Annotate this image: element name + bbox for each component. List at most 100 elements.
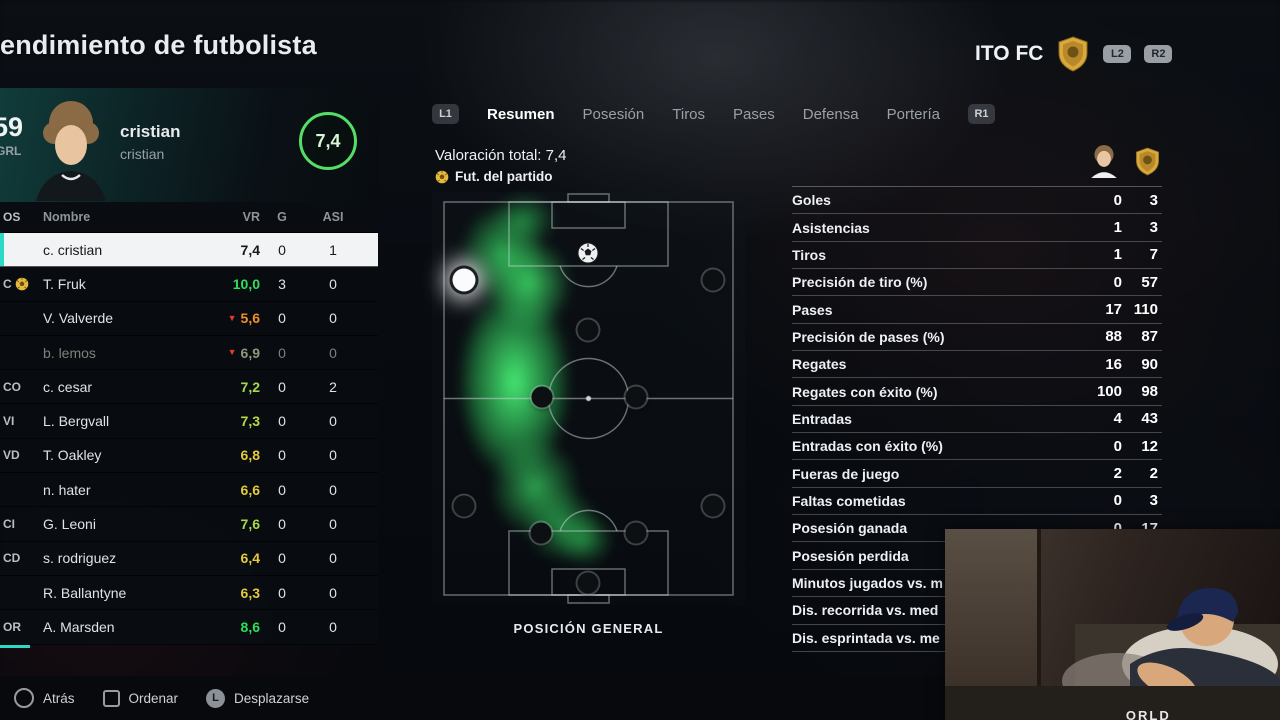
tab-resumen[interactable]: Resumen [487, 105, 555, 123]
assists-cell: 0 [329, 344, 337, 361]
player-dot[interactable] [531, 386, 553, 408]
l1-button[interactable]: L1 [432, 104, 459, 124]
stats-header [792, 140, 1162, 187]
player-card: 59 GRL cristian cristian 7,4 [0, 88, 378, 202]
tab-tiros[interactable]: Tiros [672, 105, 706, 123]
vr-cell: 10,0 [232, 275, 260, 292]
stat-team-value: 98 [1141, 383, 1158, 401]
goals-cell: 0 [278, 550, 286, 567]
stat-label: Dis. esprintada vs. me [792, 629, 940, 646]
stat-row: Entradas 4 43 [792, 406, 1162, 434]
tab-pases[interactable]: Pases [733, 105, 775, 123]
table-row[interactable]: b. lemos ▼ 6,9 0 0 [0, 335, 378, 371]
pitch-caption: POSICIÓN GENERAL [513, 621, 664, 636]
pitch-lines [443, 193, 734, 604]
player-dot[interactable] [625, 522, 647, 544]
roster-header-row: OS Nombre VR G ASI [0, 202, 378, 233]
goals-cell: 0 [278, 413, 286, 430]
name-cell: c. cesar [43, 378, 93, 395]
stat-label: Regates con éxito (%) [792, 383, 938, 400]
stat-team-value: 12 [1141, 437, 1158, 455]
table-row[interactable]: CO c. cesar 7,2 0 2 [0, 370, 378, 405]
player-dot-goalkeeper[interactable] [577, 572, 599, 594]
back-hint[interactable]: Atrás [14, 688, 75, 708]
team-header: ITO FC L2 R2 [975, 36, 1173, 72]
name-cell: T. Oakley [43, 447, 102, 464]
table-row[interactable]: C T. Fruk 10,0 3 0 [0, 267, 378, 302]
stat-team-value: 2 [1149, 465, 1158, 483]
table-row[interactable]: n. hater 6,6 0 0 [0, 473, 378, 508]
overall-rating: 59 [0, 112, 24, 142]
header-g: G [277, 210, 287, 224]
name-cell: A. Marsden [43, 618, 115, 635]
stat-team-value: 87 [1141, 328, 1158, 346]
subbed-off-icon: ▼ [227, 312, 237, 323]
stat-team-value: 57 [1141, 273, 1158, 291]
table-row[interactable]: V. Valverde ▼ 5,6 0 0 [0, 301, 378, 336]
stat-row: Fueras de juego 2 2 [792, 460, 1162, 488]
player-dot[interactable] [577, 319, 599, 341]
sort-hint[interactable]: Ordenar [102, 689, 178, 707]
table-row[interactable]: VD T. Oakley 6,8 0 0 [0, 438, 378, 474]
r2-button[interactable]: R2 [1144, 45, 1173, 63]
table-row[interactable]: CD s. rodriguez 6,4 0 0 [0, 541, 378, 576]
tab-posesion[interactable]: Posesión [582, 105, 645, 123]
vr-cell: 7,3 [240, 413, 260, 430]
vr-cell: 6,6 [240, 481, 260, 498]
stat-label: Pases [792, 301, 833, 318]
table-row[interactable]: VI L. Bergvall 7,3 0 0 [0, 404, 378, 439]
assists-cell: 0 [329, 584, 337, 601]
table-row[interactable]: R. Ballantyne 6,3 0 0 [0, 575, 378, 611]
table-row[interactable]: CI G. Leoni 7,6 0 0 [0, 507, 378, 542]
player-dot-selected[interactable] [452, 268, 476, 292]
assists-cell: 0 [329, 447, 337, 464]
stat-player-value: 0 [1113, 437, 1122, 455]
name-cell: L. Bergvall [43, 413, 110, 430]
player-dot[interactable] [625, 386, 647, 408]
assists-cell: 2 [329, 378, 337, 395]
header-vr: VR [242, 210, 260, 224]
tab-porteria[interactable]: Portería [886, 105, 940, 123]
tab-defensa[interactable]: Defensa [802, 105, 859, 123]
vr-cell: 8,6 [240, 618, 260, 635]
stat-team-value: 90 [1141, 355, 1158, 373]
stat-player-value: 4 [1113, 410, 1122, 428]
r1-button[interactable]: R1 [967, 104, 995, 124]
stat-player-value: 100 [1096, 383, 1122, 401]
vr-cell: 7,4 [240, 241, 260, 258]
player-dot[interactable] [702, 495, 724, 517]
stat-row: Goles 0 3 [792, 187, 1162, 215]
goals-cell: 3 [278, 275, 286, 292]
table-row-selected[interactable]: c. cristian 7,4 0 1 [0, 233, 378, 268]
square-button-icon [102, 689, 120, 707]
player-first-name: cristian [120, 122, 181, 141]
stat-row: Regates con éxito (%) 100 98 [792, 378, 1162, 406]
webcam-overlay: ORLD [945, 529, 1280, 720]
stat-label: Faltas cometidas [792, 492, 906, 509]
stat-row: Regates 16 90 [792, 351, 1162, 379]
name-cell: T. Fruk [43, 275, 86, 292]
match-rating-ring: 7,4 [299, 112, 357, 170]
stat-label: Posesión ganada [792, 520, 908, 537]
player-dot[interactable] [453, 495, 475, 517]
team-badge-icon [1058, 36, 1088, 72]
header-pos: OS [3, 210, 21, 224]
assists-cell: 0 [329, 275, 337, 292]
goals-cell: 0 [278, 481, 286, 498]
stat-label: Entradas con éxito (%) [792, 438, 943, 455]
scroll-hint[interactable]: L Desplazarse [206, 688, 309, 708]
pos-cell: CO [3, 379, 21, 394]
player-dot-motm[interactable] [577, 242, 599, 264]
l2-button[interactable]: L2 [1103, 45, 1132, 63]
header-asi: ASI [322, 210, 344, 224]
player-dot[interactable] [702, 269, 724, 291]
assists-cell: 0 [329, 481, 337, 498]
stat-label: Tiros [792, 246, 826, 263]
heatmap [432, 192, 745, 605]
assists-cell: 0 [329, 413, 337, 430]
player-dot[interactable] [530, 522, 552, 544]
table-row[interactable]: OR A. Marsden 8,6 0 0 [0, 610, 378, 645]
stat-label: Entradas [792, 410, 852, 427]
tab-bar: L1 Resumen Posesión Tiros Pases Defensa … [432, 104, 995, 124]
